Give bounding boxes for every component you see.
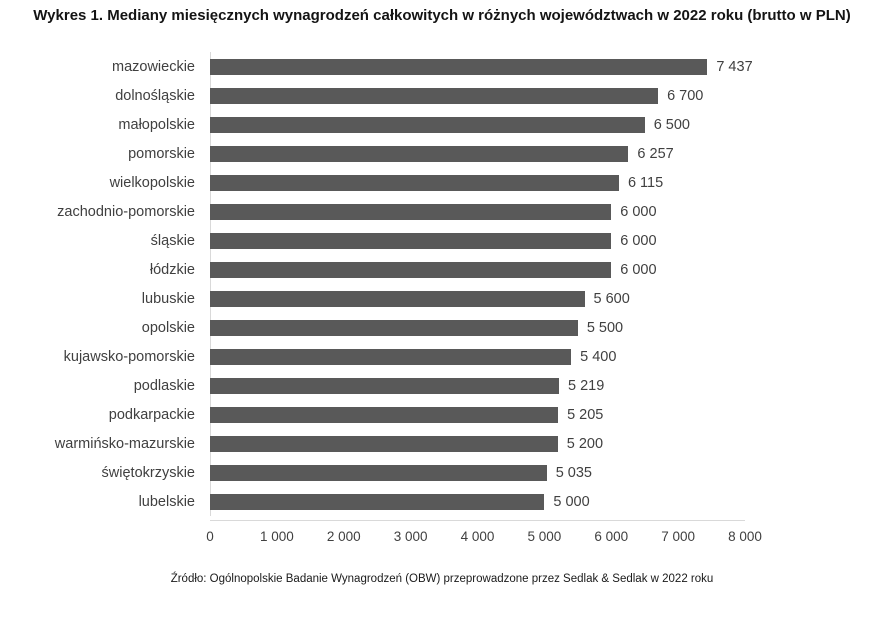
bar-track: 7 437	[210, 58, 753, 75]
x-tick-label: 8 000	[728, 529, 762, 545]
bar-track: 6 000	[210, 203, 745, 220]
value-label: 5 219	[568, 377, 605, 394]
bar-track: 6 000	[210, 261, 745, 278]
chart-rows: mazowieckie 7 437 dolnośląskie 6 700 małopol…	[10, 52, 874, 517]
bar	[210, 174, 619, 191]
bar-track: 5 400	[210, 348, 745, 365]
value-label: 5 200	[566, 435, 604, 452]
value-label: 6 000	[620, 203, 657, 220]
bar	[210, 435, 558, 452]
bar	[210, 116, 645, 133]
bar-row: świętokrzyskie 5 035	[10, 458, 874, 487]
bar-row: mazowieckie 7 437	[10, 52, 874, 81]
bar	[210, 203, 612, 220]
category-label: podkarpackie	[108, 406, 195, 423]
x-tick-label: 4 000	[460, 529, 495, 545]
bar-row: lubuskie 5 600	[10, 284, 874, 313]
bar-track: 6 257	[210, 145, 745, 162]
x-tick-label: 7 000	[661, 529, 696, 545]
category-label: lubuskie	[141, 290, 195, 307]
bar-row: śląskie 6 000	[10, 226, 874, 255]
bar	[210, 232, 612, 249]
bar-row: podkarpackie 5 205	[10, 400, 874, 429]
value-label: 6 115	[627, 174, 664, 191]
bar-track: 5 219	[210, 377, 745, 394]
category-label: łódzkie	[149, 261, 195, 278]
value-label: 6 500	[653, 116, 690, 133]
bar-track: 5 600	[210, 290, 745, 307]
value-label: 5 400	[580, 348, 617, 365]
category-label: warmińsko-mazurskie	[54, 435, 195, 452]
bar	[210, 319, 578, 336]
category-label: mazowieckie	[112, 58, 195, 75]
category-label: opolskie	[141, 319, 195, 336]
category-label: dolnośląskie	[115, 87, 195, 104]
value-label: 6 700	[667, 87, 704, 104]
category-label: pomorskie	[128, 145, 195, 162]
bar-track: 5 205	[210, 406, 745, 423]
bar	[210, 493, 545, 510]
bar	[210, 87, 659, 104]
bar-track: 6 000	[210, 232, 745, 249]
bar-track: 5 200	[210, 435, 745, 452]
bar-chart: mazowieckie 7 437 dolnośląskie 6 700 małopol…	[10, 52, 874, 551]
bar-track: 6 115	[210, 174, 745, 191]
bar-row: łódzkie 6 000	[10, 255, 874, 284]
x-tick-label: 6 000	[594, 529, 629, 545]
category-label: wielkopolskie	[109, 174, 195, 191]
x-tick-label: 2 000	[326, 529, 361, 545]
bar	[210, 348, 572, 365]
bar-row: pomorskie 6 257	[10, 139, 874, 168]
bar-row: zachodnio-pomorskie 6 000	[10, 197, 874, 226]
value-label: 7 437	[716, 58, 753, 75]
x-tick-label: 1 000	[259, 529, 294, 545]
bar-row: dolnośląskie 6 700	[10, 81, 874, 110]
x-tick-label: 0	[206, 529, 214, 545]
category-label: zachodnio-pomorskie	[57, 203, 195, 220]
bar	[210, 464, 547, 481]
bar-track: 5 035	[210, 464, 745, 481]
bar	[210, 290, 585, 307]
bar-track: 5 500	[210, 319, 745, 336]
source-note: Źródło: Ogólnopolskie Badanie Wynagrodze…	[170, 573, 714, 586]
bar-track: 6 500	[210, 116, 745, 133]
bar-row: opolskie 5 500	[10, 313, 874, 342]
chart-title: Wykres 1. Mediany miesięcznych wynagrodz…	[33, 7, 851, 24]
category-label: kujawsko-pomorskie	[63, 348, 195, 365]
bar-row: kujawsko-pomorskie 5 400	[10, 342, 874, 371]
value-label: 6 257	[637, 145, 674, 162]
x-tick-label: 5 000	[527, 529, 562, 545]
category-label: świętokrzyskie	[101, 464, 195, 481]
bar-row: warmińsko-mazurskie 5 200	[10, 429, 874, 458]
bar-row: małopolskie 6 500	[10, 110, 874, 139]
category-label: śląskie	[150, 232, 195, 249]
bar	[210, 406, 559, 423]
bar-row: podlaskie 5 219	[10, 371, 874, 400]
value-label: 5 500	[586, 319, 624, 336]
bar-row: lubelskie 5 000	[10, 487, 874, 516]
value-label: 5 600	[593, 290, 630, 307]
value-label: 6 000	[620, 232, 657, 249]
x-tick-label: 3 000	[393, 529, 428, 545]
category-label: lubelskie	[138, 493, 195, 510]
bar-row: wielkopolskie 6 115	[10, 168, 874, 197]
bar	[210, 261, 612, 278]
bar-track: 6 700	[210, 87, 745, 104]
value-label: 6 000	[620, 261, 657, 278]
x-axis: 0 1 000 2 000 3 000 4 000 5 000 6 000 7 000 8 00…	[206, 520, 762, 551]
value-label: 5 205	[567, 406, 604, 423]
value-label: 5 035	[555, 464, 592, 481]
value-label: 5 000	[553, 493, 590, 510]
bar	[210, 58, 708, 75]
bar-track: 5 000	[210, 493, 745, 510]
category-label: podlaskie	[133, 377, 195, 394]
bar	[210, 377, 560, 394]
bar	[210, 145, 629, 162]
category-label: małopolskie	[118, 116, 195, 133]
